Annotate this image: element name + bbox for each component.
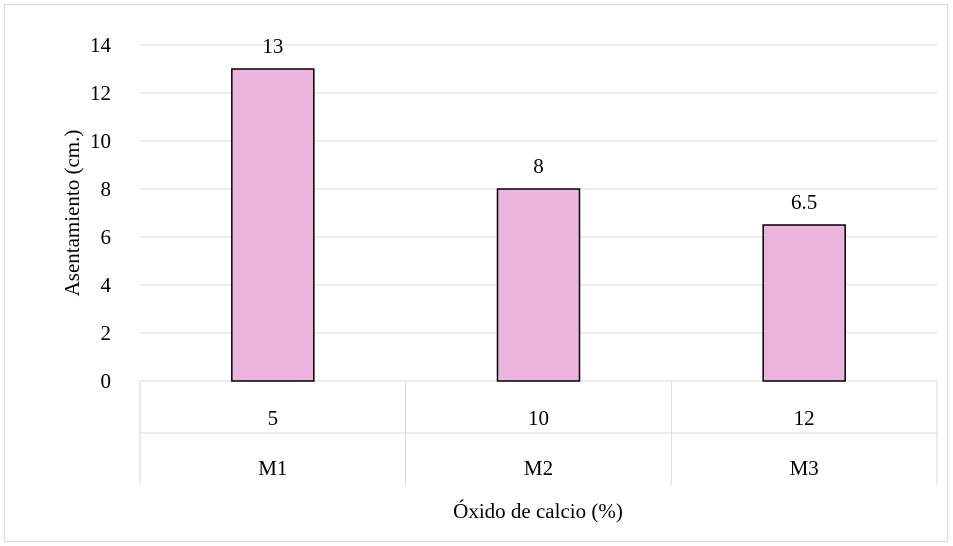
- y-tick-label: 10: [90, 129, 111, 153]
- x-axis-title: Óxido de calcio (%): [453, 499, 623, 523]
- data-label: 6.5: [791, 190, 817, 214]
- y-tick-labels: 0 2 4 6 8 10 12 14: [90, 33, 112, 393]
- x-group-label: M3: [790, 456, 819, 480]
- y-tick-label: 12: [90, 81, 111, 105]
- y-axis-title: Asentamiento (cm.): [60, 130, 84, 297]
- y-tick-label: 8: [101, 177, 112, 201]
- y-tick-label: 4: [101, 273, 112, 297]
- x-category-label: 10: [528, 406, 549, 430]
- x-category-labels: 5 M1 10 M2 12 M3: [258, 406, 819, 480]
- y-tick-label: 2: [101, 321, 112, 345]
- x-category-label: 5: [268, 406, 279, 430]
- data-label: 13: [262, 34, 283, 58]
- data-label: 8: [533, 154, 544, 178]
- y-tick-label: 0: [101, 369, 112, 393]
- bar: [762, 224, 846, 382]
- bars: [231, 68, 846, 382]
- bar: [496, 188, 581, 382]
- y-tick-label: 6: [101, 225, 112, 249]
- y-tick-label: 14: [90, 33, 112, 57]
- data-labels: 13 8 6.5: [262, 34, 817, 214]
- x-group-label: M2: [524, 456, 553, 480]
- x-group-label: M1: [258, 456, 287, 480]
- bar: [231, 68, 315, 382]
- x-category-label: 12: [794, 406, 815, 430]
